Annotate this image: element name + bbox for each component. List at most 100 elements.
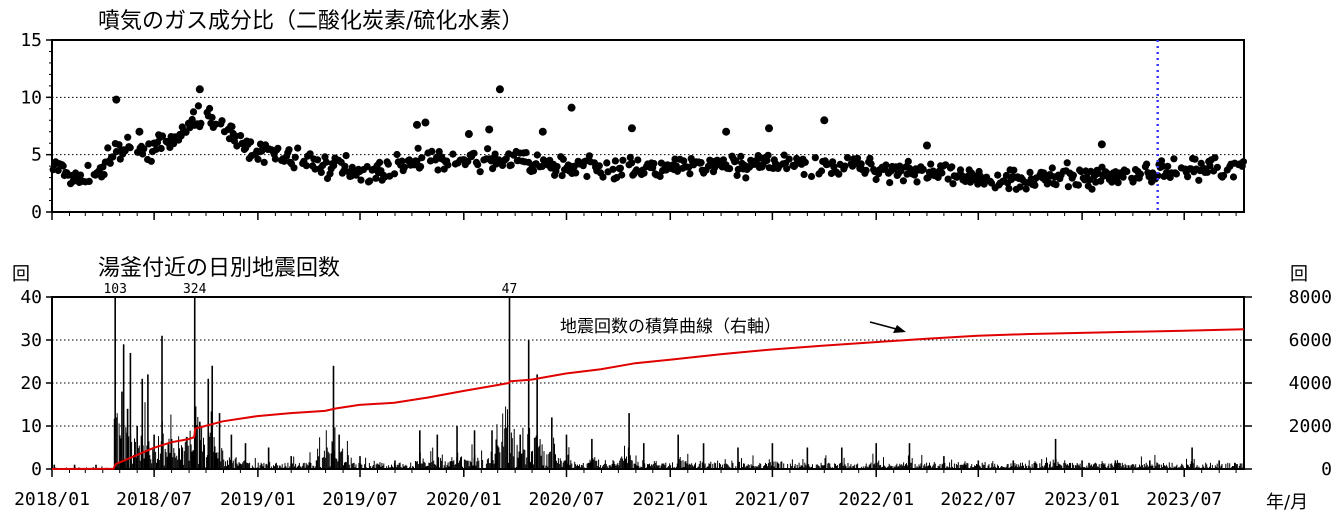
gas-ratio-point (1206, 162, 1214, 170)
gas-ratio-point (817, 167, 826, 175)
gas-ratio-point (421, 118, 430, 127)
gas-ratio-point (400, 163, 409, 171)
gas-ratio-point (464, 157, 472, 166)
gas-ratio-point (567, 103, 576, 112)
gas-ratio-point (627, 124, 636, 133)
gas-ratio-point (342, 152, 350, 160)
gas-ratio-point (140, 145, 148, 153)
left-y-tick-label: 20 (20, 373, 42, 394)
gas-ratio-point (886, 179, 894, 187)
gas-ratio-point (1154, 172, 1162, 180)
gas-ratio-point (801, 158, 809, 166)
gas-ratio-point (357, 176, 365, 184)
gas-ratio-point (376, 158, 384, 166)
gas-ratio-point (322, 158, 330, 166)
gas-ratio-point (1136, 170, 1144, 178)
gas-ratio-point (363, 163, 371, 171)
gas-plot-frame (51, 39, 1245, 213)
gas-ratio-point (1170, 155, 1178, 163)
gas-ratio-point (733, 171, 741, 179)
gas-ratio-point (857, 160, 865, 168)
gas-ratio-point (904, 157, 912, 165)
gas-ratio-point (1010, 166, 1018, 174)
gas-ratio-point (1002, 171, 1011, 180)
right-y-tick-label: 8000 (1289, 287, 1332, 308)
earthquake-left-axis: 0 10 20 30 40 (20, 287, 52, 480)
gas-ratio-point (948, 163, 956, 171)
gas-ratio-point (317, 168, 325, 176)
gas-ratio-point (247, 138, 255, 146)
gas-ratio-point (722, 127, 731, 136)
gas-ratio-point (470, 149, 478, 157)
gas-ratio-point (413, 157, 421, 165)
gas-ratio-point (372, 174, 380, 182)
gas-ratio-point (949, 180, 957, 188)
gas-ratio-point (476, 168, 484, 176)
gas-ratio-point (1195, 176, 1203, 184)
gas-ratio-point (780, 151, 788, 159)
gas-ratio-point (84, 161, 92, 169)
gas-ratio-point (1184, 173, 1192, 181)
right-y-tick-label: 0 (1321, 459, 1332, 480)
gas-ratio-point (882, 161, 890, 169)
gas-ratio-point (1097, 140, 1106, 149)
gas-ratio-point (274, 144, 282, 152)
gas-ratio-point (867, 160, 875, 168)
gas-ratio-point (434, 166, 442, 174)
gas-ratio-point (109, 153, 117, 161)
gas-y-tick-label: 10 (20, 87, 42, 108)
earthquake-right-axis: 0 2000 4000 6000 8000 (1244, 287, 1332, 480)
gas-ratio-point (290, 164, 298, 172)
cumulative-curve (51, 328, 1245, 470)
x-tick-label: 2018/01 (14, 489, 90, 510)
left-y-tick-label: 10 (20, 416, 42, 437)
gas-ratio-point (414, 144, 422, 152)
gas-ratio-point (835, 170, 843, 178)
gas-ratio-point (474, 161, 482, 169)
gas-ratio-point (1063, 159, 1071, 167)
gas-ratio-point (54, 166, 62, 175)
gas-ratio-point (1064, 183, 1072, 191)
gas-ratio-point (1191, 155, 1199, 163)
gas-ratio-point (811, 154, 819, 162)
gas-ratio-point (417, 163, 425, 171)
gas-ratio-point (398, 157, 406, 165)
gas-ratio-point (529, 167, 538, 175)
gas-ratio-point (927, 160, 935, 168)
gas-ratio-point (126, 144, 134, 152)
gas-ratio-point (634, 156, 642, 164)
gas-ratio-point (302, 162, 310, 170)
gas-ratio-point (112, 95, 121, 104)
gas-ratio-point (785, 155, 793, 163)
earthquake-grid (52, 339, 1244, 427)
gas-ratio-point (491, 150, 499, 158)
gas-ratio-point (412, 120, 421, 129)
gas-ratio-point (306, 150, 314, 158)
left-y-tick-label: 0 (31, 459, 42, 480)
x-tick-label: 2019/01 (220, 489, 296, 510)
gas-ratio-point (603, 159, 611, 167)
gas-ratio-points (49, 85, 1247, 193)
gas-ratio-point (1052, 181, 1060, 189)
gas-ratio-point (76, 171, 85, 179)
date-axis: 2018/01 2018/07 2019/01 2019/07 2020/01 2020/… (14, 469, 1237, 510)
gas-ratio-point (208, 113, 216, 122)
gas-ratio-title: 噴気のガス成分比（二酸化炭素/硫化水素） (98, 9, 523, 34)
gas-ratio-point (783, 165, 791, 173)
gas-ratio-point (686, 170, 694, 178)
gas-ratio-point (197, 119, 205, 127)
gas-ratio-point (1069, 171, 1077, 179)
gas-ratio-point (418, 154, 426, 162)
gas-ratio-point (732, 157, 740, 165)
gas-ratio-point (1239, 158, 1247, 166)
gas-ratio-point (1143, 160, 1151, 168)
gas-ratio-point (656, 172, 664, 180)
clipped-bar-label: 47 (502, 282, 518, 297)
gas-ratio-point (485, 125, 494, 134)
gas-ratio-point (85, 177, 93, 185)
gas-ratio-point (1022, 185, 1030, 193)
gas-ratio-point (1213, 163, 1221, 171)
clipped-bar-label: 324 (183, 282, 207, 297)
gas-ratio-point (872, 175, 880, 184)
gas-y-tick-label: 15 (20, 30, 42, 51)
